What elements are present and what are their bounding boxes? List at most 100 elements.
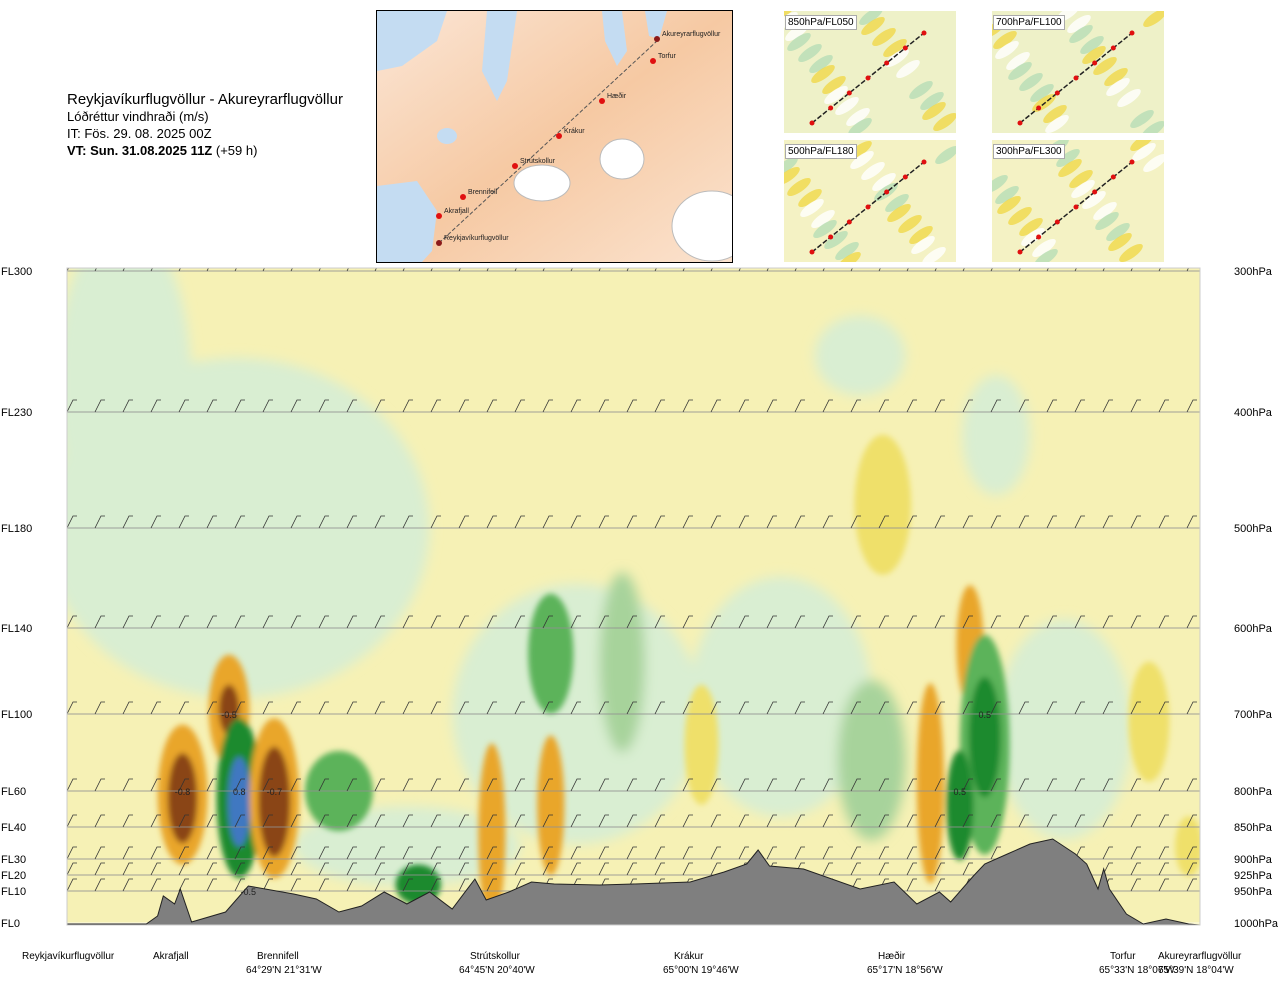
wind-barb xyxy=(234,515,245,529)
panel-route-point xyxy=(1017,249,1023,255)
wind-barb xyxy=(906,515,917,529)
wind-barb xyxy=(962,615,973,629)
wind-barb xyxy=(878,515,889,529)
wind-barb xyxy=(262,615,273,629)
wind-barb xyxy=(486,814,497,828)
wind-barb xyxy=(122,515,133,529)
wind-barb xyxy=(94,515,105,529)
panel-route-point xyxy=(1092,189,1098,195)
wind-barb xyxy=(906,878,917,892)
wind-barb xyxy=(1046,701,1057,715)
panel-field xyxy=(898,214,922,234)
wind-barb xyxy=(1102,778,1113,792)
value-annotations: -0.5 -0.8 0.8 -0.7 -0.5 0.5 0.5 xyxy=(175,710,991,897)
wind-barb xyxy=(766,615,777,629)
panel-700-label: 700hPa/FL100 xyxy=(993,15,1065,30)
wind-barb xyxy=(458,814,469,828)
panel-field xyxy=(1119,243,1143,262)
location-coord: 65°17'N 18°56'W xyxy=(867,965,943,976)
wind-barb xyxy=(67,701,77,715)
wind-barb xyxy=(234,846,245,860)
panel-300: 300hPa/FL300 xyxy=(992,140,1164,262)
left-level-label: FL30 xyxy=(1,854,26,866)
panel-field xyxy=(1021,227,1045,247)
wind-barb xyxy=(710,399,721,413)
wind-barb xyxy=(570,399,581,413)
panel-field xyxy=(809,54,833,74)
panel-field xyxy=(1082,45,1106,65)
wind-barb xyxy=(1158,515,1169,529)
map-lake xyxy=(437,128,457,144)
panel-field xyxy=(1056,148,1080,168)
wind-barb xyxy=(346,399,357,413)
left-level-label: FL230 xyxy=(1,407,32,419)
panel-route-point xyxy=(902,174,908,180)
field-patch xyxy=(599,572,645,753)
wind-barb xyxy=(402,701,413,715)
wind-barb xyxy=(1158,814,1169,828)
field-patch xyxy=(814,315,906,396)
panel-field xyxy=(922,101,946,121)
wind-barb xyxy=(262,878,273,892)
wind-barb xyxy=(1074,515,1085,529)
wind-barb xyxy=(206,846,217,860)
velocity-cell xyxy=(227,756,251,847)
map-point xyxy=(599,98,605,104)
wind-barb xyxy=(710,615,721,629)
wind-barb xyxy=(234,814,245,828)
wind-barb xyxy=(430,846,441,860)
map-glacier-2 xyxy=(513,164,571,202)
value-label: -0.5 xyxy=(241,887,257,897)
panel-field xyxy=(1032,238,1056,258)
wind-barb xyxy=(402,862,413,876)
map-glacier-1 xyxy=(599,138,645,180)
panel-field xyxy=(1130,140,1154,152)
right-level-label: 950hPa xyxy=(1234,886,1273,898)
wind-barb xyxy=(1102,399,1113,413)
wind-barb xyxy=(94,814,105,828)
wind-barb xyxy=(822,615,833,629)
wind-barb xyxy=(962,701,973,715)
panel-300-map xyxy=(992,140,1164,262)
wind-barb xyxy=(486,846,497,860)
panel-field xyxy=(824,85,848,105)
wind-barb xyxy=(738,399,749,413)
valid-time: VT: Sun. 31.08.2025 11Z (+59 h) xyxy=(67,142,343,159)
wind-barb xyxy=(654,814,665,828)
value-label: 0.8 xyxy=(233,787,246,797)
left-level-label: FL140 xyxy=(1,623,32,635)
wind-barb xyxy=(486,399,497,413)
wind-barb xyxy=(738,701,749,715)
wind-barb xyxy=(1018,701,1029,715)
wind-barb xyxy=(1130,515,1141,529)
location-name: Akureyrarflugvöllur xyxy=(1158,951,1242,962)
wind-barb xyxy=(934,615,945,629)
right-level-label: 300hPa xyxy=(1234,266,1273,278)
panel-field xyxy=(1008,206,1032,226)
wind-barb xyxy=(178,515,189,529)
wind-barb xyxy=(290,778,301,792)
wind-barb xyxy=(150,778,161,792)
panel-field xyxy=(1071,179,1095,199)
velocity-cell xyxy=(946,750,974,861)
panel-route-point xyxy=(828,234,834,240)
wind-barb xyxy=(178,701,189,715)
velocity-cell xyxy=(684,684,719,805)
map-glacier-3 xyxy=(671,190,732,262)
wind-barb xyxy=(794,515,805,529)
wind-barb xyxy=(1046,778,1057,792)
panel-field xyxy=(885,193,909,213)
panel-field xyxy=(1106,222,1130,242)
map-point-label: Hæðir xyxy=(607,92,627,100)
panel-field xyxy=(787,32,811,52)
panel-field xyxy=(1067,14,1091,34)
panel-field xyxy=(784,166,800,186)
location-coord: 65°00'N 19°46'W xyxy=(663,965,739,976)
wind-barb xyxy=(654,701,665,715)
panel-route-point xyxy=(1129,30,1135,36)
panel-field xyxy=(811,209,835,229)
map-point xyxy=(460,194,466,200)
panel-field xyxy=(993,30,1017,50)
panel-route-point xyxy=(846,90,852,96)
wind-barb xyxy=(794,778,805,792)
